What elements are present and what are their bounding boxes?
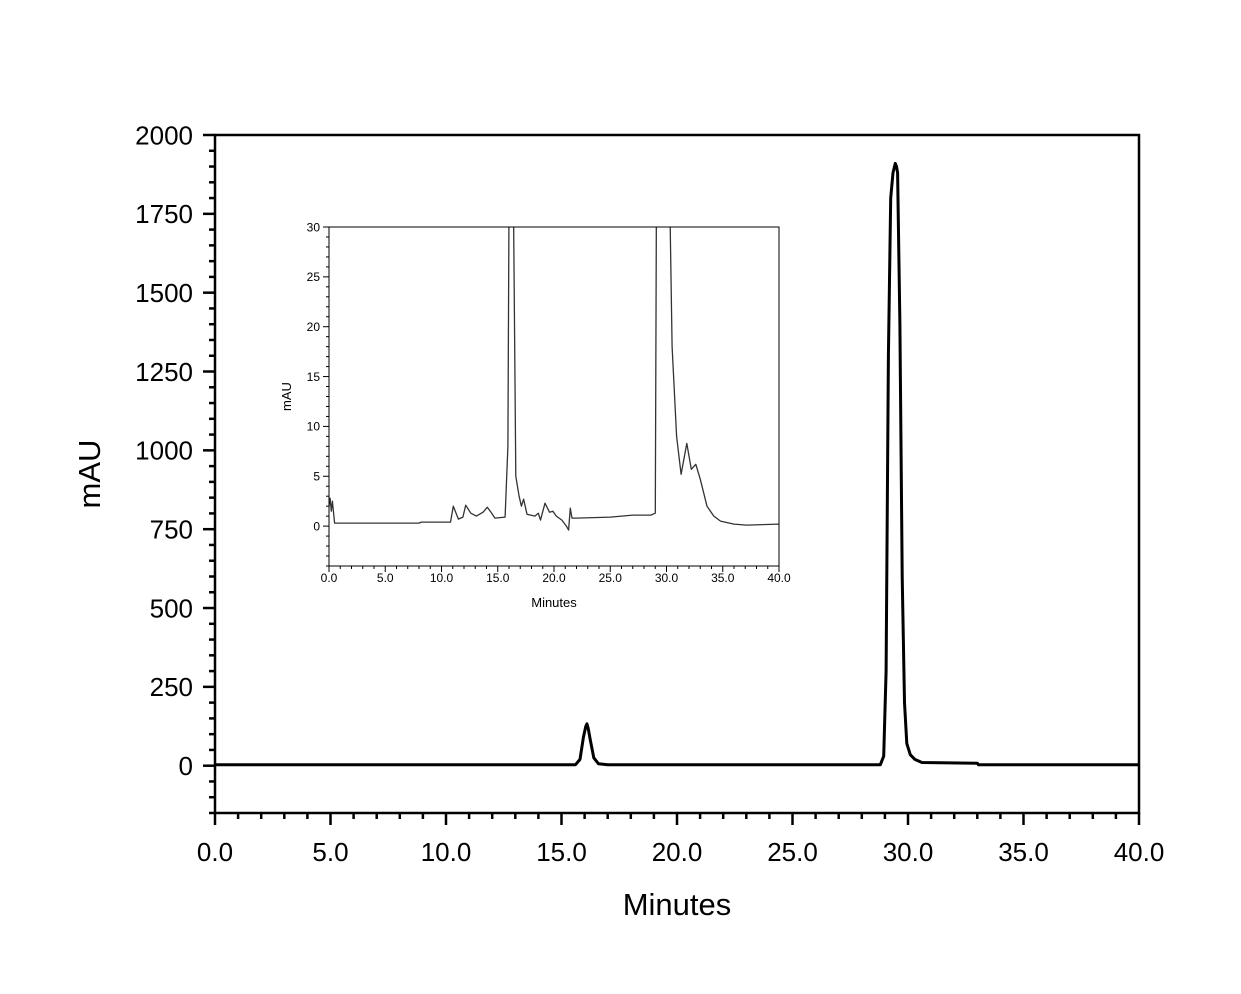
y-tick-label: 750	[150, 515, 193, 545]
y-tick-label: 20	[307, 320, 321, 334]
data-series-line	[215, 161, 1139, 767]
y-axis-title: mAU	[279, 382, 294, 411]
x-tick-label: 5.0	[312, 837, 348, 867]
x-tick-label: 0.0	[197, 837, 233, 867]
y-tick-label: 1500	[135, 278, 193, 308]
main-chart: 0.0 5.0 10.0 15.0 20.0 25.0 30.0 35.0 40.0025050…	[72, 120, 1164, 922]
x-tick-label: 20.0	[652, 837, 703, 867]
x-tick-label: 25.0	[767, 837, 818, 867]
x-tick-label: 15.0	[536, 837, 587, 867]
y-tick-label: 0	[313, 519, 320, 533]
y-tick-label: 10	[307, 420, 321, 434]
y-tick-label: 5	[313, 470, 320, 484]
plot-frame	[213, 133, 1141, 815]
x-tick-label: 0.0	[321, 571, 338, 585]
y-tick-label: 1000	[135, 436, 193, 466]
x-tick-label: 25.0	[599, 571, 623, 585]
x-tick-label: 40.0	[767, 571, 791, 585]
y-tick-label: 2000	[135, 120, 193, 150]
y-tick-label: 25	[307, 270, 321, 284]
x-tick-label: 10.0	[430, 571, 454, 585]
y-tick-label: 1250	[135, 357, 193, 387]
y-tick-label: 500	[150, 593, 193, 623]
data-series-line	[329, 227, 779, 531]
y-axis-title: mAU	[72, 440, 107, 509]
plot-frame	[328, 226, 780, 567]
inset-chart: 0.0 5.0 10.0 15.0 20.0 25.0 30.0 35.0 40.0 0 5 10 15…	[279, 220, 791, 610]
x-tick-label: 30.0	[883, 837, 934, 867]
y-tick-label: 250	[150, 672, 193, 702]
x-axis-title: Minutes	[623, 887, 732, 922]
x-tick-label: 10.0	[421, 837, 472, 867]
x-tick-label: 20.0	[542, 571, 566, 585]
y-tick-label: 0	[179, 751, 193, 781]
x-axis-title: Minutes	[531, 595, 577, 610]
x-tick-label: 5.0	[377, 571, 394, 585]
y-tick-label: 15	[307, 370, 321, 384]
x-tick-label: 35.0	[711, 571, 735, 585]
y-tick-label: 1750	[135, 199, 193, 229]
y-tick-label: 30	[307, 220, 321, 234]
x-tick-label: 30.0	[655, 571, 679, 585]
x-tick-label: 15.0	[486, 571, 510, 585]
x-tick-label: 35.0	[998, 837, 1049, 867]
x-tick-label: 40.0	[1114, 837, 1165, 867]
